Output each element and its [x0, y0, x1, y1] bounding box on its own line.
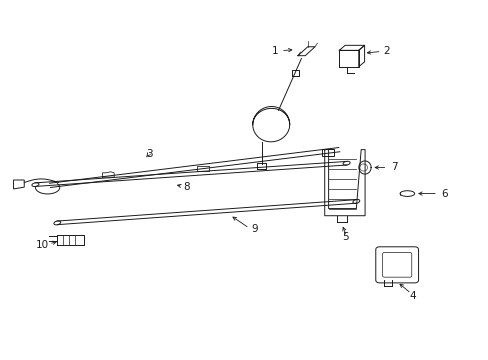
Text: 5: 5: [342, 232, 348, 242]
Text: 9: 9: [250, 224, 257, 234]
Text: 6: 6: [441, 189, 447, 199]
Text: 1: 1: [272, 46, 278, 56]
Text: 4: 4: [409, 291, 416, 301]
Text: 7: 7: [390, 162, 397, 172]
Text: 2: 2: [383, 46, 389, 56]
Text: 8: 8: [183, 182, 189, 192]
Text: 3: 3: [146, 149, 153, 158]
Text: 10: 10: [36, 240, 49, 250]
